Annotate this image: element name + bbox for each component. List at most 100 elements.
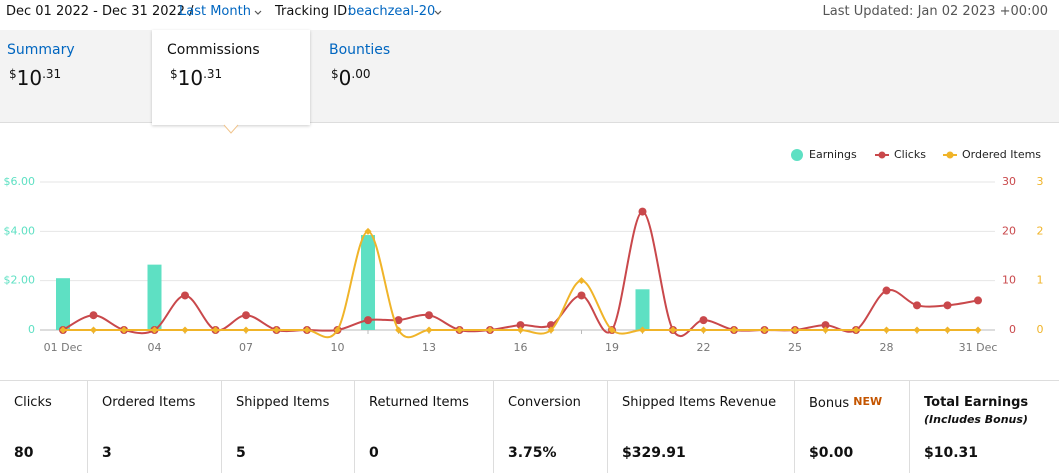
point: [242, 326, 250, 334]
tab-label: Bounties: [329, 42, 391, 58]
tab-amount: $10.31: [9, 66, 61, 90]
point: [761, 326, 768, 334]
line: [62, 210, 979, 338]
point: [882, 286, 891, 295]
y-tick-label: $2.00: [4, 274, 36, 287]
point: [883, 326, 890, 334]
x-tick-label: 13: [422, 341, 436, 354]
x-tick-label: 25: [788, 341, 802, 354]
tabs: Summary $10.31 Commissions $10.31 Bounti…: [0, 30, 1059, 125]
point: [700, 326, 707, 334]
legend-swatch: [878, 151, 886, 159]
y3-tick-label: 1: [1037, 274, 1044, 287]
point: [913, 326, 921, 334]
point: [486, 326, 494, 334]
x-tick-label: 31 Dec: [959, 341, 998, 354]
point: [913, 301, 921, 310]
point: [89, 311, 98, 320]
tab-amount: $0.00: [331, 66, 370, 90]
stat: Shipped Items Revenue $329.91: [607, 381, 794, 473]
point: [425, 326, 433, 334]
y2-tick-label: 10: [1002, 274, 1016, 287]
point: [608, 326, 616, 334]
point: [273, 326, 280, 334]
point: [181, 326, 189, 334]
point: [90, 326, 97, 334]
point: [730, 326, 738, 334]
point: [669, 326, 677, 334]
point: [181, 291, 189, 300]
stat-value: 5: [236, 445, 246, 461]
stat: Conversion 3.75%: [493, 381, 607, 473]
x-tick-label: 01 Dec: [44, 341, 83, 354]
tab[interactable]: Summary $10.31: [0, 30, 150, 122]
point: [120, 326, 128, 334]
x-tick-label: 22: [697, 341, 711, 354]
tab-caret: [223, 124, 239, 134]
stat-value: 80: [14, 445, 34, 461]
stat-note: (Includes Bonus): [924, 413, 1028, 426]
point: [822, 326, 829, 334]
point: [578, 277, 585, 285]
y-tick-label: $6.00: [4, 175, 36, 188]
y3-tick-label: 0: [1037, 323, 1044, 336]
stat-label: Total Earnings: [924, 395, 1029, 410]
legend-swatch: [791, 149, 803, 161]
legend-label: Clicks: [894, 148, 926, 161]
point: [517, 326, 524, 334]
chevron: [254, 10, 262, 15]
tab[interactable]: Bounties $0.00: [322, 30, 472, 122]
stat-label: Returned Items: [369, 395, 469, 410]
stats: Clicks 80 Ordered Items 3 Shipped Items 5 Retu…: [0, 380, 1059, 473]
y3-tick-label: 2: [1037, 224, 1044, 237]
stat-label: Bonus: [809, 396, 850, 411]
legend-swatch: [946, 151, 954, 159]
tab-selected[interactable]: Commissions $10.31: [152, 30, 310, 125]
stat-value: 3.75%: [508, 445, 557, 461]
x-tick-label: 10: [331, 341, 345, 354]
x-tick-label: 16: [514, 341, 528, 354]
point: [974, 296, 982, 305]
y3-tick-label: 3: [1037, 175, 1044, 188]
x-tick-label: 04: [148, 341, 162, 354]
tracking-label: Tracking ID:: [275, 4, 352, 19]
point: [456, 326, 463, 334]
point: [212, 326, 219, 334]
header: Dec 01 2022 - Dec 31 2022 / Last Month T…: [0, 0, 1059, 30]
period-select[interactable]: Last Month: [179, 4, 251, 19]
whole: 10: [16, 66, 43, 90]
stat: Shipped Items 5: [221, 381, 354, 473]
stat: Clicks 80: [0, 381, 87, 473]
bar: [635, 289, 650, 330]
tab-label: Summary: [7, 42, 75, 58]
stat-value: $10.31: [924, 445, 979, 461]
y2-tick-label: 20: [1002, 224, 1016, 237]
whole: 0: [338, 66, 352, 90]
tab-amount: $10.31: [170, 66, 222, 90]
stat-label: Conversion: [508, 395, 581, 410]
currency: $: [331, 67, 339, 81]
point: [639, 326, 646, 334]
point: [334, 326, 341, 334]
bar: [147, 264, 162, 330]
stat: Bonus NEW $0.00: [794, 381, 909, 473]
stat-label: Shipped Items: [236, 395, 330, 410]
currency: $: [170, 67, 178, 81]
point: [425, 311, 433, 320]
stat: Total Earnings (Includes Bonus) $10.31: [909, 381, 1059, 473]
point: [547, 326, 555, 334]
y2-tick-label: 0: [1009, 323, 1016, 336]
fraction: .31: [203, 67, 223, 81]
point: [821, 321, 830, 330]
point: [303, 326, 311, 334]
stat-value: $329.91: [622, 445, 686, 461]
point: [638, 207, 647, 216]
stat-label: Shipped Items Revenue: [622, 395, 777, 410]
tracking-id[interactable]: beachzeal-20: [348, 4, 436, 19]
point: [944, 326, 951, 334]
tab-label: Commissions: [167, 42, 260, 58]
fraction: .00: [351, 67, 371, 81]
legend-label: Ordered Items: [962, 148, 1041, 161]
fraction: .31: [42, 67, 62, 81]
stat: Returned Items 0: [354, 381, 493, 473]
